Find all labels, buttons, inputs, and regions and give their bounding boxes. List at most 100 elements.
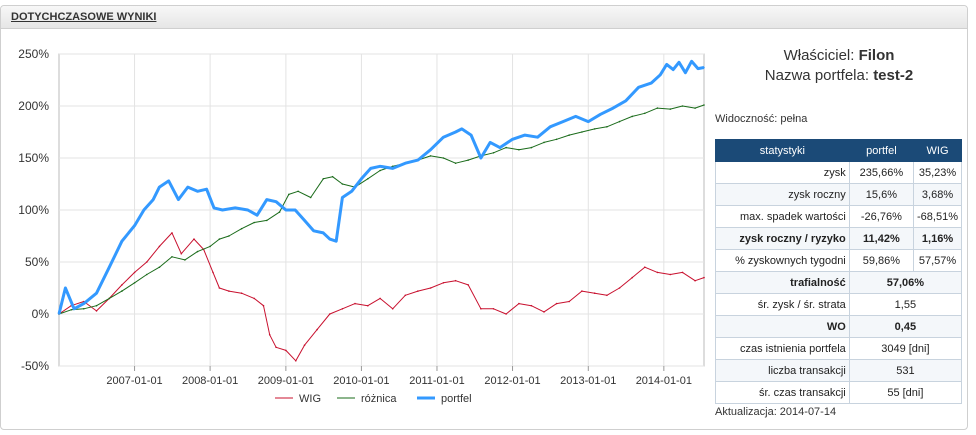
stats-table: statystyki portfel WIG zysk 235,66% 35,23%…	[715, 139, 963, 404]
data-point	[121, 284, 123, 286]
stats-cell-label: WO	[715, 315, 850, 338]
stats-cell-wig: 57,57%	[913, 249, 962, 272]
data-point	[489, 141, 492, 144]
data-point	[618, 120, 621, 123]
data-point	[73, 308, 75, 310]
data-point	[316, 328, 318, 331]
legend-item-WIG[interactable]: WIG	[275, 393, 321, 405]
chart-grid	[58, 53, 705, 367]
data-point	[672, 68, 674, 71]
y-tick-label: 250%	[18, 47, 49, 61]
data-point	[703, 104, 705, 106]
data-point	[309, 196, 312, 199]
data-point	[275, 346, 277, 349]
data-point	[669, 273, 672, 276]
data-point	[581, 290, 583, 292]
owner-line: Właściciel: Filon	[717, 46, 961, 66]
stats-cell-portfel: 531	[848, 359, 963, 382]
data-point	[303, 219, 306, 222]
data-point	[297, 190, 299, 193]
data-point	[335, 240, 338, 242]
data-point	[650, 82, 652, 84]
data-point	[442, 282, 445, 284]
stats-cell-portfel: 11,42%	[848, 227, 915, 250]
series-line	[57, 59, 705, 315]
stats-row: WO 0,45	[715, 315, 963, 338]
data-point	[492, 152, 495, 154]
series-line	[58, 104, 705, 315]
stats-row: śr. czas transakcji 55 [dni]	[715, 381, 963, 404]
stats-cell-label: liczba transakcji	[715, 359, 850, 382]
panel-title[interactable]: DOTYCHCZASOWE WYNIKI	[11, 11, 157, 23]
data-point	[133, 282, 136, 284]
data-point	[95, 292, 98, 295]
data-point	[505, 313, 507, 315]
data-point	[536, 136, 539, 138]
data-point	[228, 290, 230, 292]
data-point	[58, 313, 60, 315]
stats-cell-portfel: 57,06%	[848, 271, 963, 294]
data-point	[480, 308, 482, 310]
data-point	[177, 198, 180, 201]
owner-label: Właściciel:	[783, 47, 855, 64]
data-point	[234, 207, 236, 209]
stats-cell-label: max. spadek wartości	[715, 205, 850, 228]
stats-cell-portfel: 0,45	[848, 315, 963, 338]
legend-item-portfel[interactable]: portfel	[417, 393, 472, 405]
visibility-text: Widoczność: pełna	[715, 113, 808, 125]
data-point	[256, 214, 258, 216]
y-axis: -50% 0% 50% 100% 150% 200% 250%	[18, 47, 49, 373]
y-tick-label: 150%	[18, 151, 49, 165]
legend-label: WIG	[299, 393, 321, 405]
data-point	[262, 304, 265, 307]
data-point	[429, 148, 432, 151]
data-point	[240, 292, 243, 295]
data-point	[467, 284, 470, 286]
data-point	[209, 245, 211, 248]
legend-item-różnica[interactable]: różnica	[337, 393, 397, 405]
data-point	[108, 297, 111, 300]
data-point	[669, 108, 672, 110]
data-point	[213, 207, 215, 209]
data-point	[253, 221, 255, 224]
data-point	[587, 120, 590, 123]
data-point	[285, 349, 287, 352]
data-point	[518, 148, 520, 151]
legend-label: różnica	[361, 393, 397, 405]
data-point	[417, 159, 419, 161]
x-axis: 2007-01-01 2008-01-01 2009-01-01 2010-01-01…	[106, 366, 692, 387]
stats-row: trafialność 57,06%	[715, 271, 963, 294]
data-point	[543, 311, 545, 313]
data-point	[247, 209, 249, 211]
data-point	[644, 266, 646, 268]
owner-block: Właściciel: Filon Nazwa portfela: test-2	[717, 46, 961, 86]
data-point	[193, 238, 195, 240]
stats-cell-portfel: 3049 [dni]	[848, 337, 963, 360]
panel-header: DOTYCHCZASOWE WYNIKI	[1, 6, 967, 29]
data-point	[350, 190, 353, 193]
data-point	[631, 276, 633, 279]
data-point	[253, 297, 255, 300]
stats-cell-wig: 35,23%	[913, 161, 962, 184]
y-tick-label: 200%	[18, 99, 49, 113]
data-point	[454, 279, 457, 282]
data-point	[146, 261, 148, 263]
data-point	[133, 224, 136, 227]
data-point	[480, 157, 482, 159]
stats-cell-portfel: 235,66%	[848, 161, 915, 184]
series-portfel	[57, 59, 705, 315]
data-point	[524, 134, 526, 136]
data-point	[690, 60, 693, 63]
stats-cell-label: trafialność	[715, 271, 850, 294]
y-tick-label: 100%	[18, 203, 49, 217]
stats-header-label: statystyki	[715, 139, 850, 162]
data-point	[285, 209, 287, 211]
data-point	[221, 209, 224, 211]
stats-row: śr. zysk / śr. strata 1,55	[715, 293, 963, 316]
stats-header-row: statystyki portfel WIG	[715, 139, 962, 162]
data-point	[644, 112, 646, 115]
stats-cell-portfel: 59,86%	[848, 249, 915, 272]
x-tick-label: 2012-01-01	[484, 375, 540, 387]
data-point	[322, 178, 325, 180]
owner-name[interactable]: Filon	[858, 47, 895, 64]
